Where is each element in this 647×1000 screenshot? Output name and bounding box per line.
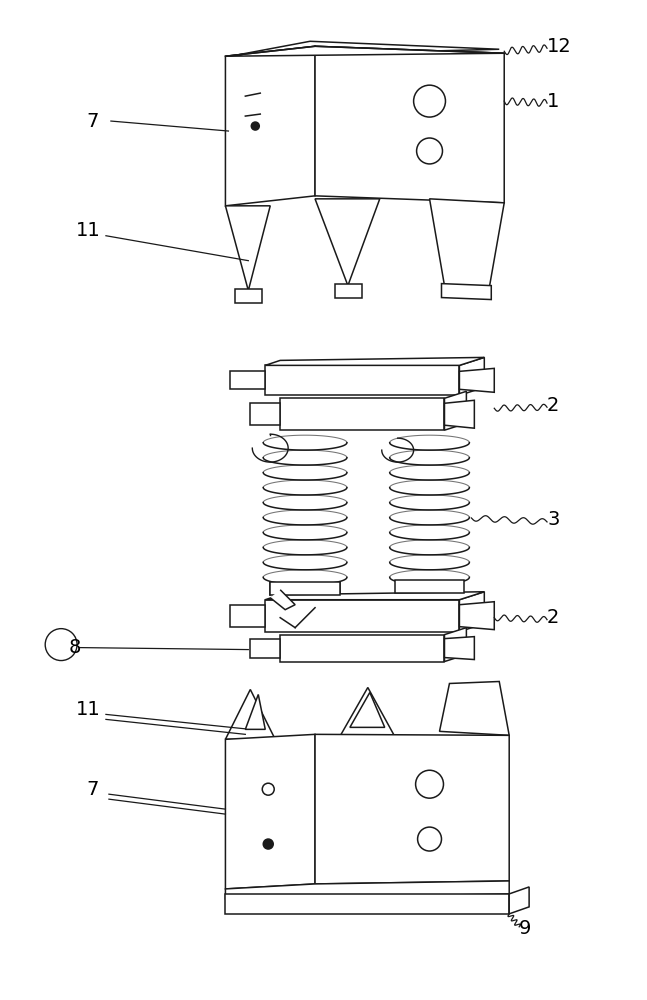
Polygon shape	[230, 605, 265, 627]
Polygon shape	[225, 46, 504, 56]
Polygon shape	[315, 734, 509, 884]
Text: 8: 8	[69, 638, 82, 657]
Polygon shape	[459, 602, 494, 630]
Text: 12: 12	[547, 37, 572, 56]
Polygon shape	[270, 582, 340, 595]
Polygon shape	[439, 681, 509, 735]
Polygon shape	[444, 637, 474, 660]
Polygon shape	[236, 289, 262, 303]
Polygon shape	[350, 692, 385, 727]
Polygon shape	[225, 206, 270, 291]
Polygon shape	[315, 199, 380, 286]
Polygon shape	[265, 365, 459, 395]
Polygon shape	[225, 46, 315, 206]
Polygon shape	[459, 357, 485, 395]
Polygon shape	[230, 371, 265, 389]
Polygon shape	[444, 391, 466, 430]
Polygon shape	[444, 628, 466, 662]
Polygon shape	[280, 635, 444, 662]
Text: 3: 3	[547, 510, 560, 529]
Text: 2: 2	[547, 608, 560, 627]
Text: 7: 7	[86, 112, 98, 131]
Polygon shape	[444, 400, 474, 428]
Polygon shape	[265, 357, 485, 365]
Text: 11: 11	[76, 700, 101, 719]
Text: 1: 1	[547, 92, 560, 111]
Text: 9: 9	[519, 919, 532, 938]
Polygon shape	[430, 199, 504, 288]
Polygon shape	[245, 694, 265, 729]
Polygon shape	[335, 284, 362, 298]
Text: 11: 11	[76, 221, 101, 240]
Polygon shape	[225, 894, 509, 914]
Circle shape	[251, 122, 259, 130]
Text: 2: 2	[547, 396, 560, 415]
Circle shape	[263, 839, 273, 849]
Polygon shape	[250, 403, 280, 425]
Polygon shape	[280, 398, 444, 430]
Polygon shape	[340, 687, 395, 736]
Polygon shape	[441, 284, 491, 300]
Polygon shape	[270, 590, 295, 610]
Text: 7: 7	[86, 780, 98, 799]
Polygon shape	[315, 46, 504, 203]
Polygon shape	[395, 580, 465, 593]
Polygon shape	[459, 368, 494, 392]
Polygon shape	[459, 592, 485, 632]
Polygon shape	[225, 734, 315, 889]
Polygon shape	[265, 600, 459, 632]
Polygon shape	[265, 592, 485, 600]
Polygon shape	[225, 881, 509, 899]
Polygon shape	[509, 887, 529, 914]
Polygon shape	[225, 689, 275, 739]
Polygon shape	[230, 41, 499, 56]
Polygon shape	[250, 639, 280, 658]
